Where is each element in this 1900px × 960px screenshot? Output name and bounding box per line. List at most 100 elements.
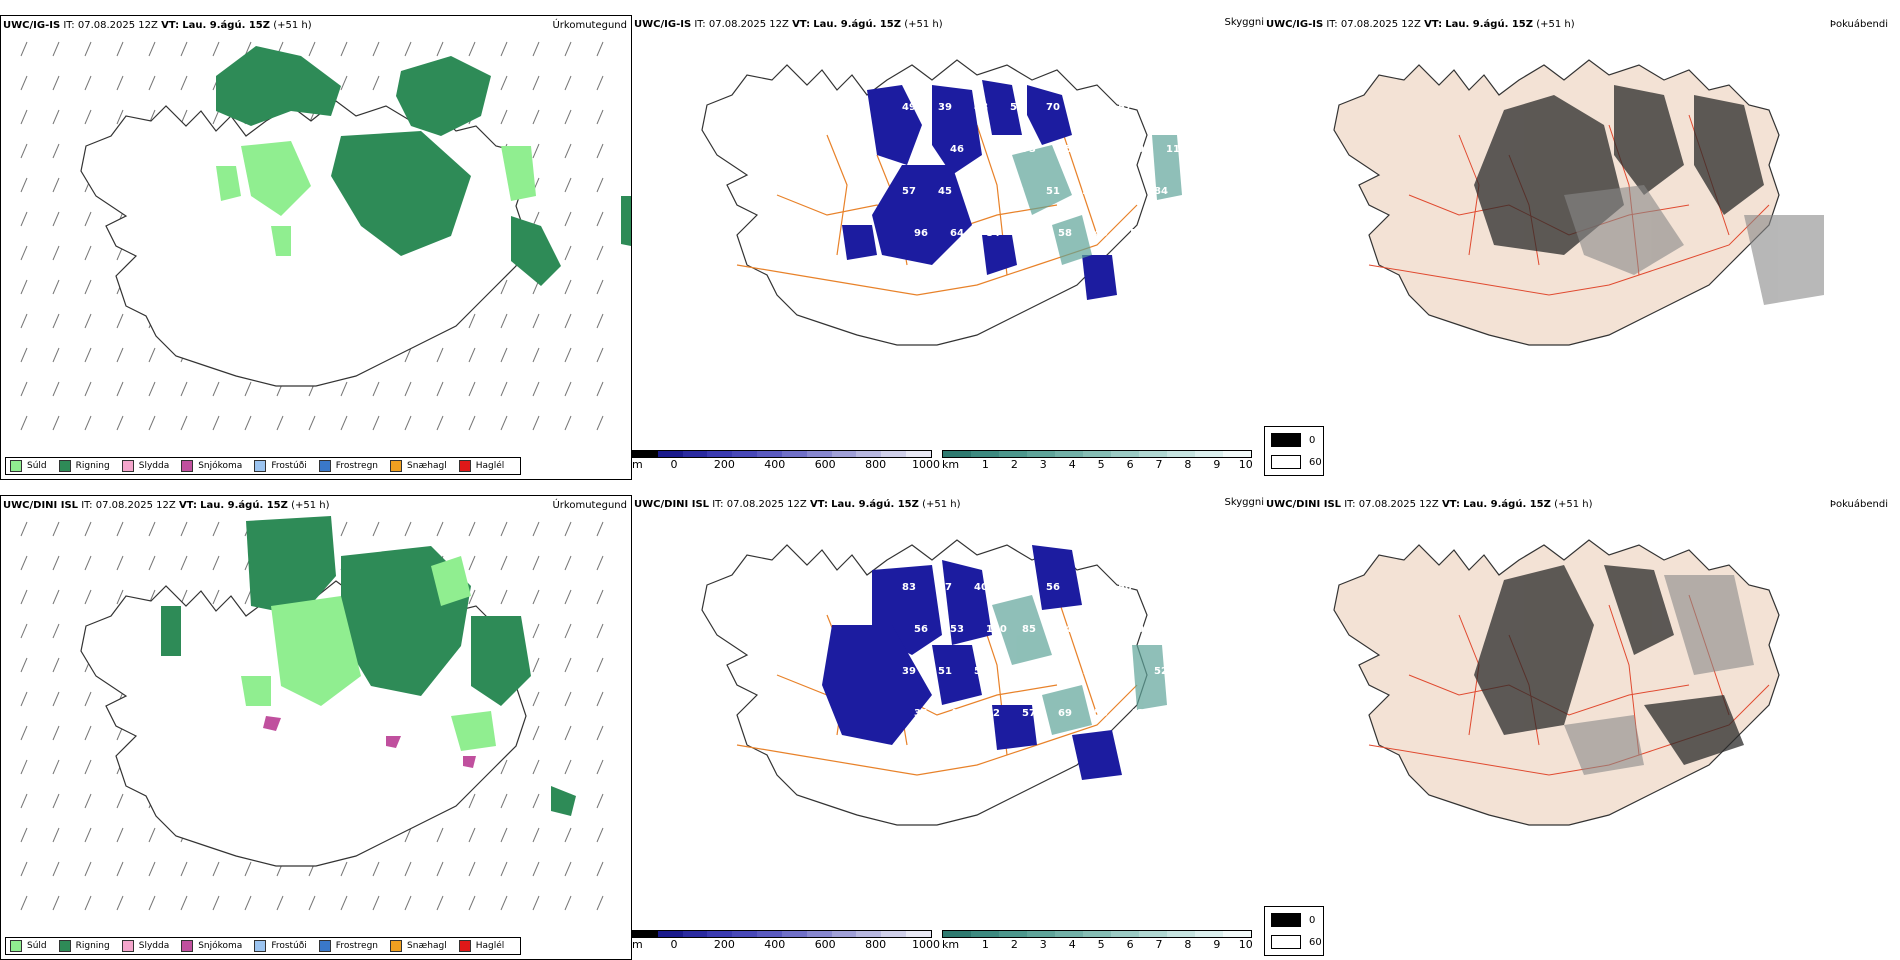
wind-barb [148, 75, 156, 91]
cloud-base-label: 37 [1118, 666, 1132, 677]
wind-barb [468, 313, 476, 329]
cloud-base-label: 44 [1094, 144, 1108, 155]
wind-barb [244, 895, 252, 911]
wind-barb [564, 75, 572, 91]
wind-barb [564, 827, 572, 843]
precip-legend-label: Súld [27, 941, 47, 951]
colorbar-tick: 8 [1184, 938, 1192, 951]
wind-barb [436, 895, 444, 911]
wind-barb [404, 895, 412, 911]
wind-barb [436, 415, 444, 431]
wind-barb [84, 555, 92, 571]
wind-barb [596, 861, 604, 877]
cloud-base-label: 45 [1154, 582, 1168, 593]
wind-barb [20, 415, 28, 431]
cloud-base-label: 52 [986, 144, 1000, 155]
wind-barb [500, 313, 508, 329]
precip-legend-label: Súld [27, 461, 47, 471]
cloud-base-label: 57 [1118, 102, 1132, 113]
colorbar-tick: 4 [1068, 938, 1076, 951]
colorbar-tick: 800 [865, 938, 887, 951]
panel-title: Úrkomutegund [552, 500, 627, 511]
cloud-base-label: 51 [1046, 186, 1060, 197]
wind-barb [20, 109, 28, 125]
cloud-base-label: 94 [1082, 102, 1096, 113]
wind-barb [52, 827, 60, 843]
visibility-areas [1012, 135, 1182, 265]
colorbar-segment [1055, 451, 1083, 457]
cloud-base-label: 51 [938, 666, 952, 677]
wind-barb [564, 211, 572, 227]
colorbar-segment [657, 451, 683, 457]
wind-barb [84, 861, 92, 877]
wind-barb [596, 109, 604, 125]
colorbar-segment [1083, 451, 1111, 457]
wind-barb [532, 623, 540, 639]
wind-barb [404, 415, 412, 431]
wind-barb [596, 895, 604, 911]
road [1368, 204, 1770, 296]
precip-legend-label: Slydda [138, 941, 170, 951]
it-label: IT: [1344, 499, 1356, 510]
wind-barb [148, 555, 156, 571]
precip-legend-item: Súld [10, 460, 47, 472]
wind-barb [564, 657, 572, 673]
precip-legend-label: Snæhagl [407, 461, 447, 471]
wind-barb [116, 347, 124, 363]
fog-legend: 0 60 [1264, 906, 1324, 956]
wind-barb [84, 109, 92, 125]
wind-barb [468, 41, 476, 57]
wind-barb [212, 415, 220, 431]
panel-header: UWC/DINI ISL IT: 07.08.2025 12Z VT: Lau.… [634, 499, 961, 510]
wind-barb [564, 381, 572, 397]
it-value: 07.08.2025 12Z [708, 19, 789, 30]
visibility-panel-top: UWC/IG-IS IT: 07.08.2025 12Z VT: Lau. 9.… [632, 15, 1264, 480]
colorbar-segment [831, 451, 857, 457]
precip-legend-label: Haglél [475, 941, 505, 951]
wind-barb [116, 793, 124, 809]
cloud-base-label: 42 [986, 708, 1000, 719]
wind-barb [180, 75, 188, 91]
wind-barb [20, 895, 28, 911]
cloud-base-label: 37 [1154, 102, 1168, 113]
wind-barb [532, 827, 540, 843]
wind-barb [468, 555, 476, 571]
colorbar-tick: 6 [1126, 458, 1134, 471]
precip-swatch [181, 460, 194, 472]
wind-barb [372, 521, 380, 537]
wind-barb [212, 861, 220, 877]
panel-title: Skyggni [1224, 497, 1264, 508]
wind-barb [20, 759, 28, 775]
it-value: 07.08.2025 12Z [1340, 19, 1421, 30]
wind-barb [596, 313, 604, 329]
wind-barb [372, 415, 380, 431]
wind-barb [532, 589, 540, 605]
wind-barb [116, 75, 124, 91]
wind-barb [308, 415, 316, 431]
model-name: UWC/DINI ISL [3, 500, 79, 511]
wind-barb [404, 381, 412, 397]
precip-swatch [390, 940, 403, 952]
cloud-base-label: 71 [902, 270, 916, 281]
wind-barb [52, 589, 60, 605]
it-label: IT: [81, 500, 93, 511]
colorbar-segment [1083, 931, 1111, 937]
cloud-base-label: 39 [938, 102, 952, 113]
wind-barb [500, 109, 508, 125]
colorbar-segment [1195, 931, 1223, 937]
wind-barb [596, 759, 604, 775]
fog-light [1564, 185, 1824, 305]
wind-barb [116, 381, 124, 397]
ceiling-labels: 83 47 40 54 56 62 50 45 56 53 120 85 54 41 40 62 39 51 53 6… [902, 582, 1180, 719]
wind-barb [340, 41, 348, 57]
fog-swatch [1271, 455, 1301, 469]
precip-swatch [458, 940, 471, 952]
wind-barb [532, 75, 540, 91]
vt-value: Lau. 9.ágú. 15Z [200, 500, 288, 511]
fog-legend-row: 0 [1271, 913, 1315, 927]
wind-barb [564, 759, 572, 775]
cloud-base-label: 85 [1022, 624, 1036, 635]
colorbar-tick: 7 [1155, 458, 1163, 471]
cloud-base-label: 73 [1022, 144, 1036, 155]
cloud-base-label: 131 [1118, 186, 1139, 197]
